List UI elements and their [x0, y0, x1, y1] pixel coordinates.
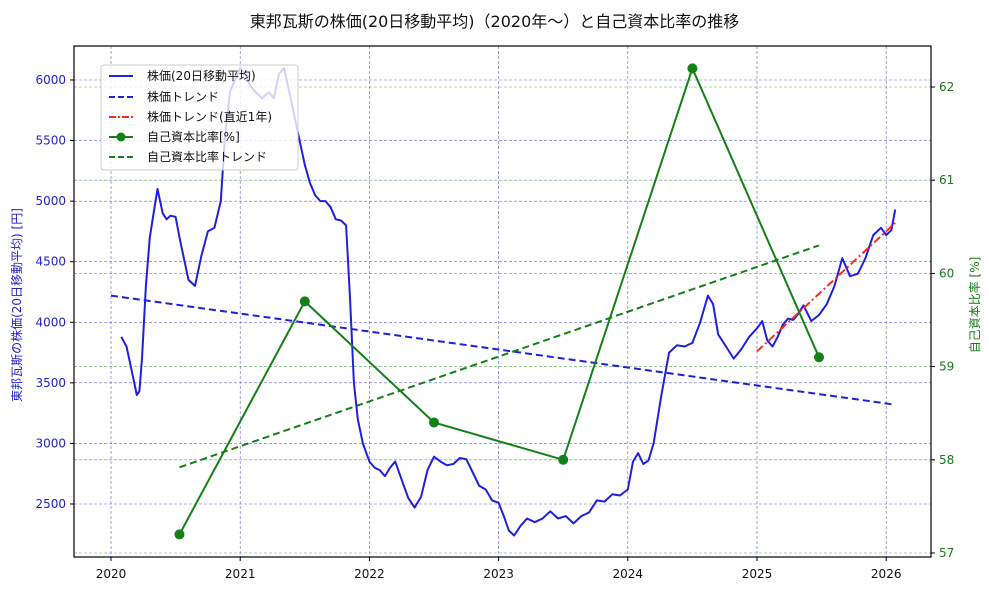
tick-label: 3000: [35, 436, 66, 450]
tick-label: 61: [939, 173, 954, 187]
tick-label: 4500: [35, 255, 66, 269]
tick-label: 2021: [225, 567, 256, 581]
legend-label: 株価(20日移動平均): [147, 68, 256, 83]
tick-label: 4000: [35, 315, 66, 329]
legend-label: 自己資本比率[%]: [147, 129, 240, 144]
tick-label: 2025: [742, 567, 773, 581]
grid-x: [110, 46, 887, 557]
legend-item-equity-trend: 自己資本比率トレンド: [109, 149, 267, 164]
legend: 株価(20日移動平均) 株価トレンド 株価トレンド(直近1年) 自己資本比率[%…: [100, 64, 299, 171]
y-axis-left: 2500 3000 3500 4000 4500 5000 5500 6000: [35, 73, 74, 511]
tick-label: 58: [939, 453, 954, 467]
equity-ratio-marker: [814, 352, 825, 363]
tick-label: 62: [939, 80, 954, 94]
tick-label: 2026: [871, 567, 902, 581]
recent-trend-line: [756, 222, 896, 353]
equity-ratio-marker: [558, 454, 569, 465]
tick-label: 60: [939, 266, 954, 280]
y-axis-right: 57 58 59 60 61 62: [931, 80, 954, 560]
legend-item-equity-ratio: 自己資本比率[%]: [109, 129, 240, 144]
tick-label: 57: [939, 546, 954, 560]
legend-label: 株価トレンド(直近1年): [147, 109, 272, 124]
y-axis-right-label: 自己資本比率 [%]: [967, 257, 982, 354]
y-axis-left-label: 東邦瓦斯の株価(20日移動平均) [円]: [9, 208, 24, 402]
x-axis: 2020 2021 2022 2023 2024 2025 2026: [96, 557, 902, 581]
legend-item-price-trend: 株価トレンド: [109, 89, 219, 104]
equity-ratio-marker: [429, 417, 439, 428]
tick-label: 2024: [613, 567, 644, 581]
equity-ratio-marker: [174, 529, 185, 540]
tick-label: 6000: [35, 73, 66, 87]
equity-ratio-marker: [687, 63, 698, 74]
legend-label: 自己資本比率トレンド: [147, 149, 267, 164]
tick-label: 59: [939, 360, 954, 374]
chart-title: 東邦瓦斯の株価(20日移動平均)（2020年〜）と自己資本比率の推移: [249, 12, 740, 31]
tick-label: 5000: [35, 194, 66, 208]
series-layer: [110, 63, 897, 540]
tick-label: 2022: [354, 567, 385, 581]
tick-label: 2500: [35, 497, 66, 511]
legend-item-recent-trend: 株価トレンド(直近1年): [109, 109, 272, 124]
price-trend-line: [110, 294, 896, 406]
price-line: [120, 66, 897, 537]
plot-frame: [73, 45, 932, 558]
legend-label: 株価トレンド: [147, 89, 219, 104]
tick-label: 2020: [96, 567, 127, 581]
legend-box: [100, 64, 299, 171]
equity-ratio-line: [178, 65, 820, 535]
marker-icon: [116, 132, 126, 142]
equity-trend-line: [179, 244, 820, 469]
equity-ratio-marker: [299, 296, 310, 307]
tick-label: 2023: [483, 567, 514, 581]
tick-label: 5500: [35, 134, 66, 148]
legend-item-price: 株価(20日移動平均): [109, 68, 256, 83]
tick-label: 3500: [35, 376, 66, 390]
